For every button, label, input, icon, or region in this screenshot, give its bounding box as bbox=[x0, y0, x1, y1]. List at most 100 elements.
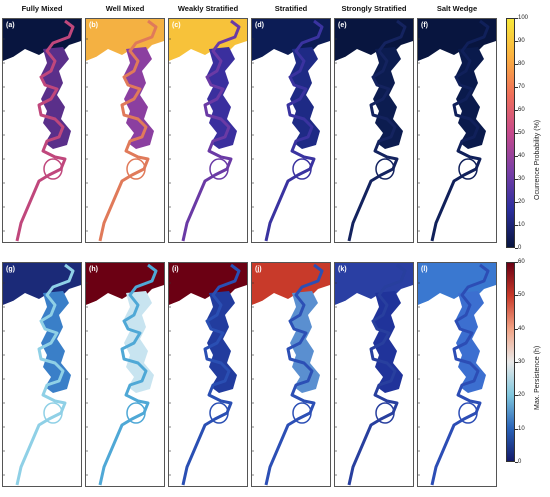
colorbar-tick-label: 80 bbox=[518, 61, 525, 67]
river-channel bbox=[264, 19, 324, 242]
colorbar-tick-label: 10 bbox=[518, 222, 525, 228]
panel-label: (d) bbox=[255, 22, 264, 29]
estuary-map bbox=[252, 19, 330, 242]
map-panel-i: (i) bbox=[168, 262, 248, 487]
colorbar-tick-label: 40 bbox=[518, 153, 525, 159]
river-channel bbox=[430, 263, 490, 486]
map-panel-f: (f) bbox=[417, 18, 497, 243]
estuary-map bbox=[86, 263, 164, 486]
colorbar-tick-label: 20 bbox=[518, 392, 525, 399]
estuary-map bbox=[86, 19, 164, 242]
channel-loop bbox=[43, 158, 63, 180]
panel-label: (i) bbox=[172, 266, 179, 273]
colorbar-tick-label: 30 bbox=[518, 176, 525, 182]
column-title-well-mixed: Well Mixed bbox=[105, 4, 145, 13]
colorbar-tick-mark bbox=[515, 179, 518, 180]
colorbar-tick-mark bbox=[515, 202, 518, 203]
map-panel-e: (e) bbox=[334, 18, 414, 243]
map-panel-k: (k) bbox=[334, 262, 414, 487]
colorbar-tick-mark bbox=[515, 18, 518, 19]
land-notch bbox=[86, 301, 100, 319]
colorbar-tick-mark bbox=[515, 41, 518, 42]
colorbar-tick-mark bbox=[515, 428, 518, 430]
channel-loop bbox=[458, 158, 478, 180]
panel-label: (h) bbox=[89, 266, 98, 273]
colorbar-tick-mark bbox=[515, 110, 518, 111]
channel-loop bbox=[209, 158, 229, 180]
colorbar-tick-mark bbox=[515, 133, 518, 134]
channel-loop bbox=[375, 402, 395, 424]
river-channel bbox=[181, 19, 241, 242]
colorbar-tick-mark bbox=[515, 462, 518, 463]
river-channel bbox=[347, 19, 407, 242]
colorbar-tick-mark bbox=[515, 225, 518, 226]
channel-loop bbox=[126, 158, 146, 180]
river-channel bbox=[181, 263, 241, 486]
colorbar-tick-mark bbox=[515, 64, 518, 65]
colorbar-tick-mark bbox=[515, 362, 518, 363]
panel-label: (g) bbox=[6, 266, 15, 273]
column-title-stratified: Stratified bbox=[274, 4, 308, 13]
panel-label: (e) bbox=[338, 22, 347, 29]
land-notch bbox=[335, 301, 349, 319]
colorbar-tick-label: 20 bbox=[518, 199, 525, 205]
colorbar-tick-mark bbox=[515, 87, 518, 88]
colorbar-tick-mark bbox=[515, 156, 518, 157]
estuary-map bbox=[252, 263, 330, 486]
estuary-map bbox=[169, 19, 247, 242]
colorbar-persistence bbox=[506, 262, 515, 462]
panel-label: (f) bbox=[421, 22, 428, 29]
colorbar-tick-label: 50 bbox=[518, 292, 525, 299]
river-channel bbox=[98, 263, 158, 486]
channel-loop bbox=[209, 402, 229, 424]
colorbar-tick-label: 60 bbox=[518, 259, 525, 265]
colorbar-tick-mark bbox=[515, 395, 518, 397]
map-panel-l: (l) bbox=[417, 262, 497, 487]
panel-label: (a) bbox=[6, 22, 15, 29]
land-notch bbox=[252, 301, 266, 319]
colorbar-persistence-label: Max. Persistence (h) bbox=[534, 345, 541, 410]
panel-label: (b) bbox=[89, 22, 98, 29]
map-panel-d: (d) bbox=[251, 18, 331, 243]
colorbar-tick-label: 0 bbox=[518, 245, 522, 251]
estuary-map bbox=[3, 19, 81, 242]
colorbar-tick-mark bbox=[515, 295, 518, 297]
land-notch bbox=[3, 301, 17, 319]
channel-loop bbox=[292, 158, 312, 180]
column-title-weakly-stratified: Weakly Stratified bbox=[177, 4, 239, 13]
channel-loop bbox=[126, 402, 146, 424]
colorbar-tick-label: 30 bbox=[518, 359, 525, 365]
colorbar-occurrence-label: Ocurrence Probability (%) bbox=[534, 119, 541, 200]
colorbar-tick-label: 40 bbox=[518, 325, 525, 332]
map-panel-g: (g) bbox=[2, 262, 82, 487]
panel-label: (l) bbox=[421, 266, 428, 273]
colorbar-tick-label: 70 bbox=[518, 84, 525, 90]
channel-loop bbox=[458, 402, 478, 424]
land-notch bbox=[3, 57, 17, 75]
estuary-map bbox=[3, 263, 81, 486]
land-notch bbox=[418, 301, 432, 319]
estuary-map bbox=[418, 19, 496, 242]
column-title-strongly-stratified: Strongly Stratified bbox=[341, 4, 407, 13]
channel-loop bbox=[375, 158, 395, 180]
colorbar-tick-mark bbox=[515, 262, 518, 263]
map-panel-j: (j) bbox=[251, 262, 331, 487]
colorbar-tick-label: 10 bbox=[518, 425, 525, 432]
column-title-salt-wedge: Salt Wedge bbox=[436, 4, 478, 13]
land-notch bbox=[252, 57, 266, 75]
land-notch bbox=[169, 301, 183, 319]
river-channel bbox=[98, 19, 158, 242]
estuary-map bbox=[335, 263, 413, 486]
river-channel bbox=[347, 263, 407, 486]
colorbar-tick-label: 60 bbox=[518, 107, 525, 113]
column-title-fully-mixed: Fully Mixed bbox=[21, 4, 63, 13]
river-channel bbox=[430, 19, 490, 242]
map-panel-c: (c) bbox=[168, 18, 248, 243]
land-notch bbox=[418, 57, 432, 75]
colorbar-tick-label: 100 bbox=[518, 15, 529, 21]
panel-label: (j) bbox=[255, 266, 262, 273]
colorbar-tick-mark bbox=[515, 248, 518, 249]
colorbar-tick-label: 0 bbox=[518, 459, 522, 465]
land-notch bbox=[335, 57, 349, 75]
channel-loop bbox=[292, 402, 312, 424]
